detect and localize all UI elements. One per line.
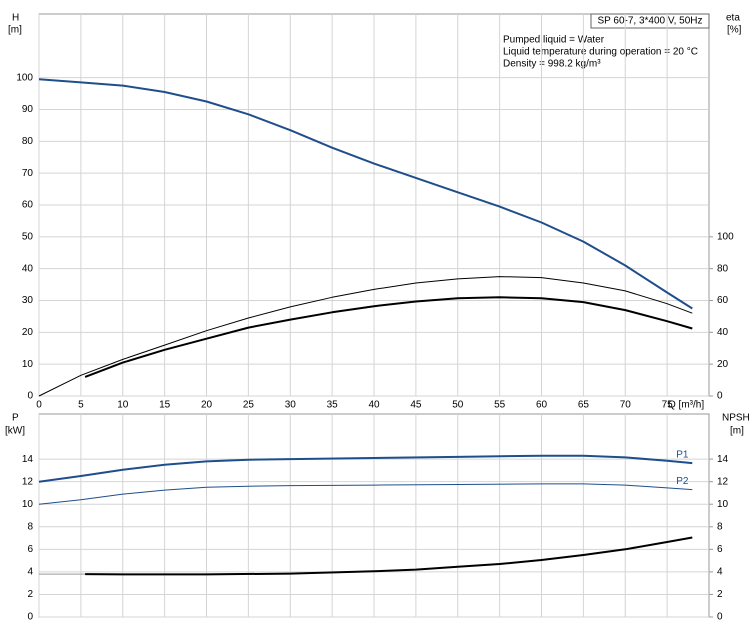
y-tick-label: 70: [22, 168, 34, 179]
y2-tick-label: 14: [717, 454, 729, 465]
x-tick-label: 5: [78, 400, 84, 411]
series-label: P2: [676, 476, 689, 487]
x-tick-label: 40: [368, 400, 380, 411]
y2-tick-label: 100: [717, 231, 734, 242]
series-line: [38, 276, 693, 397]
y-tick-label: 10: [22, 359, 34, 370]
x-tick-label: 75: [662, 400, 674, 411]
y-tick-label: 10: [22, 499, 34, 510]
series-label: P1: [676, 450, 689, 461]
y-tick-label: 4: [27, 567, 33, 578]
y-unit: [m]: [8, 25, 22, 36]
y2-unit: [m]: [730, 426, 744, 437]
series-line: [85, 536, 693, 576]
y2-tick-label: 40: [717, 327, 729, 338]
y2-tick-label: 80: [717, 263, 729, 274]
x-label: Q [m³/h]: [668, 400, 704, 411]
series-line: [38, 483, 693, 505]
chart-title: SP 60-7, 3*400 V, 50Hz: [597, 16, 702, 27]
y-tick-label: 100: [16, 72, 33, 83]
y-label: H: [12, 13, 19, 24]
y-tick-label: 8: [27, 521, 33, 532]
y-tick-label: 40: [22, 263, 34, 274]
x-tick-label: 10: [117, 400, 129, 411]
y-tick-label: 60: [22, 200, 34, 211]
y2-tick-label: 60: [717, 295, 729, 306]
y-tick-label: 2: [27, 589, 33, 600]
y2-tick-label: 0: [717, 391, 723, 402]
x-tick-label: 55: [494, 400, 506, 411]
x-tick-label: 30: [285, 400, 297, 411]
y2-tick-label: 4: [717, 567, 723, 578]
y2-tick-label: 8: [717, 521, 723, 532]
y2-label: eta: [726, 13, 740, 24]
x-tick-label: 60: [536, 400, 548, 411]
x-tick-label: 65: [578, 400, 590, 411]
y-tick-label: 50: [22, 231, 34, 242]
y2-tick-label: 12: [717, 476, 729, 487]
x-tick-label: 0: [36, 400, 42, 411]
y2-tick-label: 20: [717, 359, 729, 370]
title-box: [590, 13, 710, 29]
y2-tick-label: 6: [717, 544, 723, 555]
x-tick-label: 15: [159, 400, 171, 411]
annotation: Pumped liquid = Water: [503, 35, 605, 46]
y-tick-label: 12: [22, 476, 34, 487]
y2-tick-label: 0: [717, 612, 723, 623]
y-tick-label: 0: [27, 391, 33, 402]
y-tick-label: 6: [27, 544, 33, 555]
x-tick-label: 45: [410, 400, 422, 411]
y-label: P: [12, 413, 19, 424]
x-tick-label: 20: [201, 400, 213, 411]
y-tick-label: 0: [27, 612, 33, 623]
y-tick-label: 90: [22, 104, 34, 115]
x-tick-label: 25: [243, 400, 255, 411]
y-tick-label: 14: [22, 454, 34, 465]
y-tick-label: 80: [22, 136, 34, 147]
annotation: Liquid temperature during operation = 20…: [503, 47, 698, 58]
y2-label: NPSH: [722, 413, 750, 424]
y-unit: [kW]: [5, 426, 25, 437]
y2-unit: [%]: [727, 25, 742, 36]
annotation: Density = 998.2 kg/m³: [503, 59, 601, 70]
x-tick-label: 50: [452, 400, 464, 411]
y-tick-label: 20: [22, 327, 34, 338]
series-line: [38, 78, 693, 310]
series-line: [38, 454, 693, 483]
series-line: [84, 296, 693, 378]
x-tick-label: 70: [620, 400, 632, 411]
y2-tick-label: 10: [717, 499, 729, 510]
y2-tick-label: 2: [717, 589, 723, 600]
x-tick-label: 35: [327, 400, 339, 411]
y-tick-label: 30: [22, 295, 34, 306]
